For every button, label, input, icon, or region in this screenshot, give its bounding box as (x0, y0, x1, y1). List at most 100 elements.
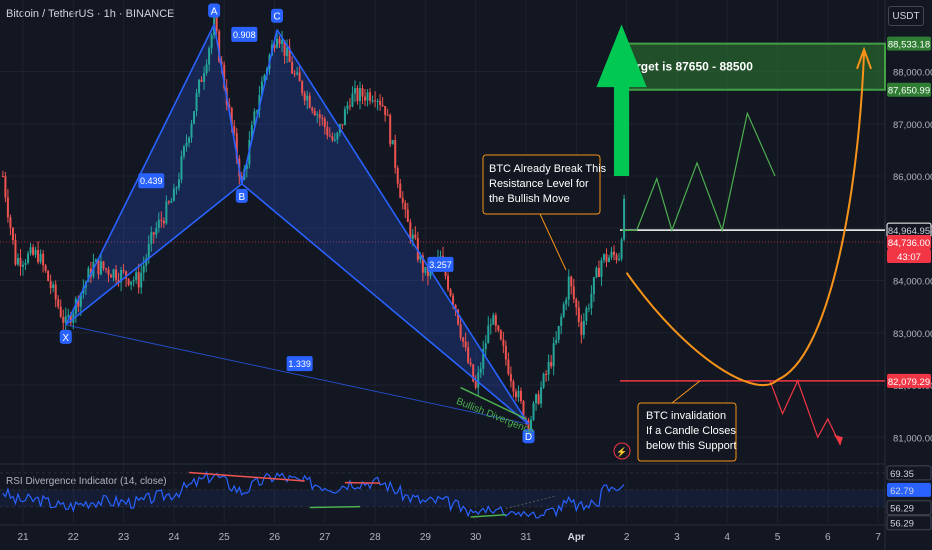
candle (283, 40, 286, 56)
break-annotation-box (482, 154, 601, 215)
candle (205, 64, 208, 74)
candle (87, 268, 90, 282)
candle (610, 251, 613, 258)
candle (240, 176, 243, 180)
time-tick: 22 (68, 532, 80, 543)
candle (374, 100, 377, 102)
candle (467, 347, 470, 363)
candle (220, 61, 223, 65)
candle (147, 243, 150, 259)
candle (245, 164, 248, 169)
candle (381, 104, 384, 107)
price-tick: 86,000.00 (893, 172, 932, 183)
break-annotation-pointer (539, 213, 567, 271)
candle (394, 140, 397, 168)
candle (532, 403, 535, 420)
candle (602, 254, 605, 261)
candle (293, 73, 296, 75)
pattern-point-x-badge (59, 329, 72, 344)
candle (346, 105, 349, 110)
pattern-xd-line (65, 324, 529, 425)
candle (587, 308, 590, 310)
price-label-badge (887, 82, 931, 97)
candle (348, 105, 351, 107)
candle (497, 325, 500, 331)
candle (557, 326, 560, 340)
candle (69, 314, 72, 323)
candle (615, 255, 618, 260)
candle (489, 324, 492, 326)
candle (469, 362, 472, 365)
ratio-label: 0.908 (233, 30, 256, 40)
candle (411, 234, 414, 239)
time-tick: 7 (875, 532, 881, 543)
candle (580, 321, 583, 335)
price-label: 84,964.95 (888, 226, 930, 237)
candle (535, 394, 538, 404)
candle (223, 64, 226, 88)
candle (416, 237, 419, 260)
candle (210, 35, 213, 49)
candle (102, 261, 105, 269)
pattern-line (241, 183, 530, 425)
candle (502, 339, 505, 346)
harmonic-pattern: X A B C D 0.908 0.439 3.257 1.339 (59, 3, 535, 444)
pattern-bcd (241, 29, 529, 425)
price-tick: 83,000.00 (893, 329, 932, 340)
time-tick: 30 (470, 532, 482, 543)
candle (160, 219, 163, 221)
candle (313, 110, 316, 116)
candle (235, 133, 238, 159)
candle (530, 419, 533, 434)
price-tick: 84,000.00 (893, 277, 932, 288)
candle (542, 373, 545, 388)
candle (233, 125, 236, 134)
candle (570, 276, 573, 287)
candle (341, 124, 344, 126)
candle (193, 111, 196, 124)
candle (512, 381, 515, 392)
candle (107, 269, 110, 275)
candle (620, 239, 623, 259)
candle (11, 227, 14, 241)
candle (228, 104, 231, 108)
lightning-glyph: ⚡ (616, 446, 627, 458)
candle (288, 47, 291, 63)
candle (112, 269, 115, 278)
candle (426, 267, 429, 277)
candle (155, 227, 158, 235)
pattern-point-d: D (525, 432, 532, 443)
candle (356, 88, 359, 102)
rsi-axis: 69.35 62.79 56.29 56.29 (886, 465, 932, 531)
candle (462, 337, 465, 342)
time-tick: 6 (825, 532, 831, 543)
time-tick: 21 (17, 532, 29, 543)
candle (509, 374, 512, 382)
time-axis: 21 22 23 24 25 26 27 28 29 30 31 Apr 2 3 4 5 6 7 (17, 532, 881, 543)
candle (187, 137, 190, 143)
orange-projection-curve (625, 53, 866, 386)
candle (253, 111, 256, 125)
candle (326, 127, 329, 136)
candle (343, 109, 346, 126)
candle (592, 277, 595, 295)
candle (120, 270, 123, 283)
pattern-point-a: A (211, 6, 218, 17)
candle (527, 419, 530, 434)
grid (0, 0, 885, 523)
rsi-tick: 56.29 (890, 504, 914, 515)
candle (172, 188, 175, 201)
candle (218, 31, 221, 62)
currency-button[interactable]: USDT (888, 6, 924, 26)
rsi-tick: 56.29 (890, 519, 914, 530)
price-label-badge (887, 235, 931, 250)
rsi-divergence-dashed (505, 495, 557, 509)
candle (595, 267, 598, 278)
ratio-badge (231, 26, 258, 42)
candle (122, 270, 125, 272)
time-tick: 26 (269, 532, 281, 543)
time-tick: 31 (520, 532, 532, 543)
candle (135, 272, 138, 280)
ratio-badge (427, 256, 454, 272)
